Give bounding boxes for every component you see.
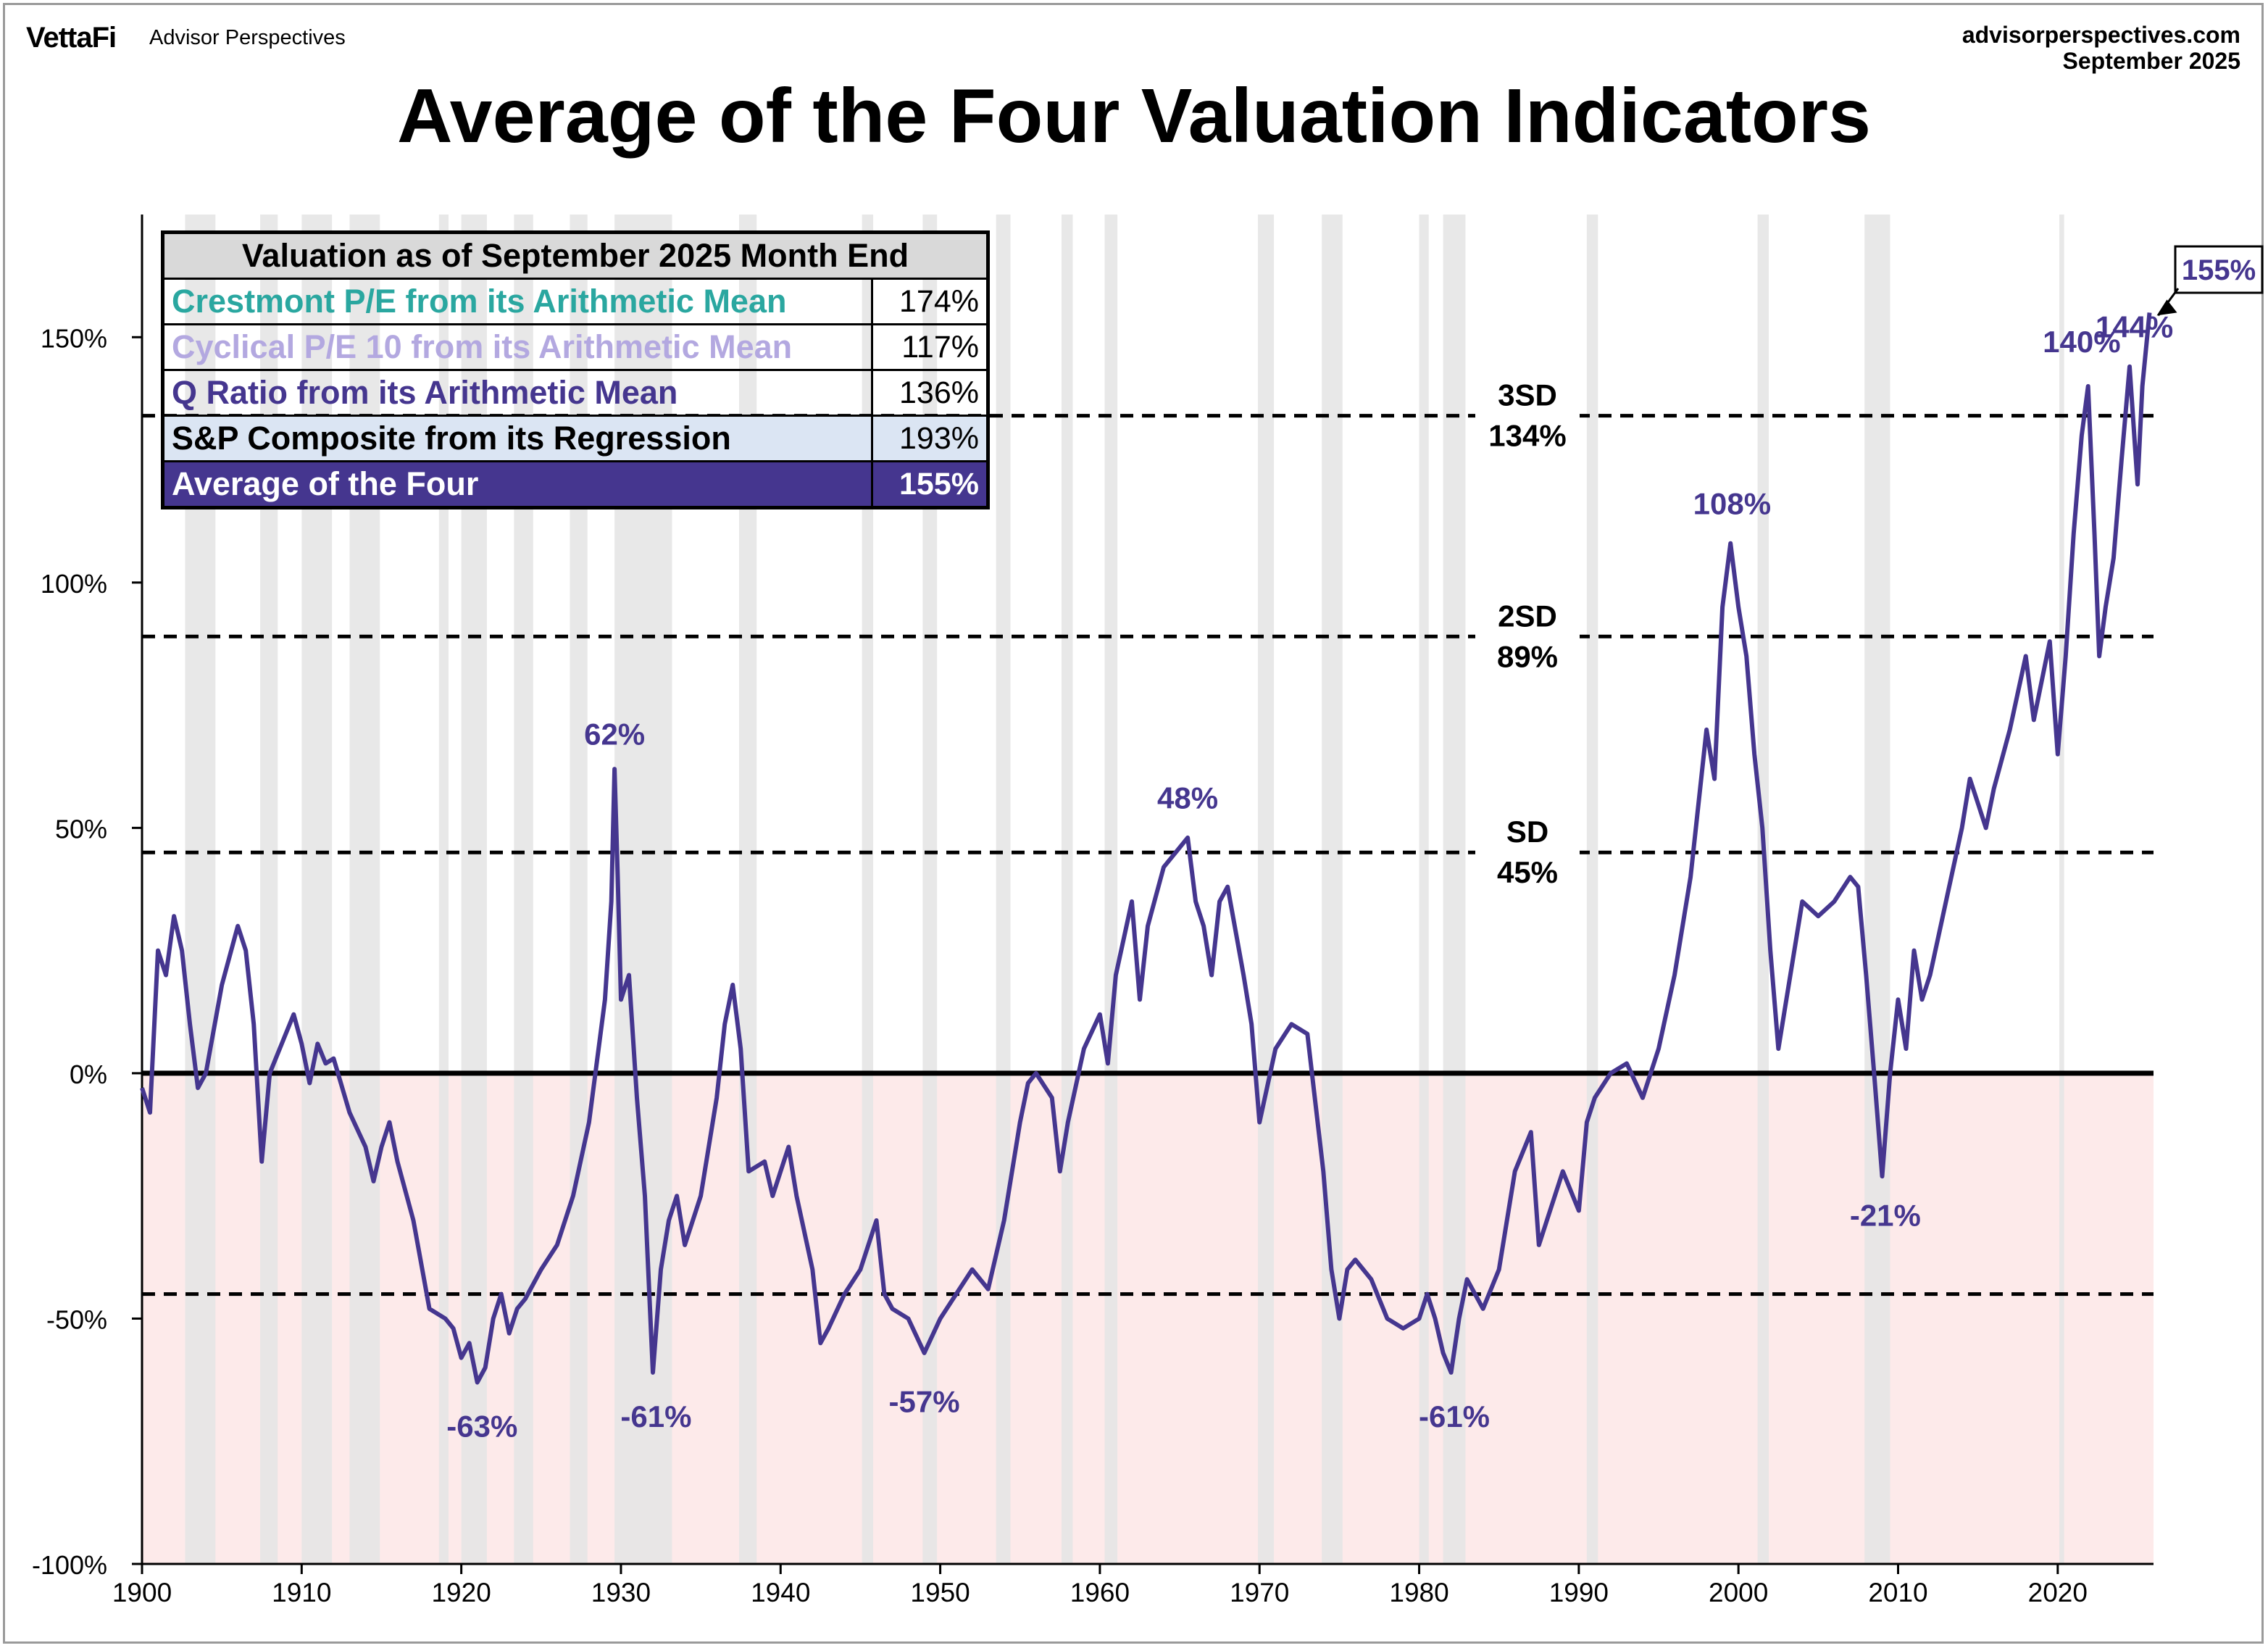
legend-row-crestmont: Crestmont P/E from its Arithmetic Mean 1… (162, 278, 989, 325)
recession-band (438, 215, 449, 1564)
latest-value-callout: 155% (2182, 254, 2256, 286)
legend-row-sp-composite: S&P Composite from its Regression 193% (162, 415, 989, 462)
sd-label-background (1475, 373, 1580, 458)
recession-band (1757, 215, 1769, 1564)
average-valuation-line (140, 312, 2152, 1385)
peak-trough-label: -61% (620, 1399, 691, 1433)
x-tick-label: 2010 (1868, 1578, 1927, 1607)
peak-trough-label: 48% (1157, 781, 1218, 815)
legend-value: 174% (871, 278, 989, 325)
x-tick-label: 2020 (2028, 1578, 2088, 1607)
latest-value-callout-box (2174, 245, 2264, 294)
sd-value-label: 89% (1497, 639, 1558, 673)
peak-trough-label: 140% (2043, 325, 2120, 359)
peak-trough-label: 108% (1693, 486, 1771, 520)
peak-trough-label: 62% (584, 717, 645, 752)
recession-band (2059, 215, 2064, 1564)
legend-value: 136% (871, 369, 989, 417)
peak-trough-label: -57% (889, 1385, 960, 1419)
peak-trough-label: -63% (446, 1409, 517, 1443)
x-tick-label: 1930 (591, 1578, 651, 1607)
brand-logo: VettaFi (26, 22, 117, 54)
x-tick-label: 1950 (910, 1578, 970, 1607)
legend-row-cyclical-pe: Cyclical P/E 10 from its Arithmetic Mean… (162, 323, 989, 371)
y-tick-label: 100% (41, 569, 107, 599)
peak-trough-label: 144% (2096, 310, 2173, 344)
sd-label: SD (1506, 815, 1548, 849)
y-tick-label: -100% (32, 1550, 107, 1580)
y-tick-label: -50% (46, 1304, 107, 1334)
y-tick-label: 150% (41, 323, 107, 353)
legend-label: Cyclical P/E 10 from its Arithmetic Mean (162, 323, 873, 371)
legend-value: 193% (871, 415, 989, 462)
x-tick-label: 1970 (1230, 1578, 1289, 1607)
source-date: September 2025 (2062, 48, 2240, 74)
source-info: advisorperspectives.com September 2025 (1962, 22, 2240, 74)
x-tick-label: 1990 (1549, 1578, 1609, 1607)
legend-value: 155% (871, 460, 989, 509)
brand-subtitle: Advisor Perspectives (149, 26, 346, 49)
legend-row-average: Average of the Four 155% (162, 460, 989, 509)
recession-band (1322, 215, 1343, 1564)
sd-label: 2SD (1498, 599, 1557, 633)
recession-band (1104, 215, 1118, 1564)
peak-trough-label: -61% (1419, 1399, 1490, 1433)
sd-value-label: 134% (1488, 419, 1566, 453)
y-tick-label: 0% (70, 1060, 107, 1089)
x-tick-label: 1940 (751, 1578, 810, 1607)
legend-value: 117% (871, 323, 989, 371)
recession-band (1419, 215, 1429, 1564)
peak-trough-label: -21% (1850, 1198, 1921, 1232)
callout-arrow-head (2156, 299, 2177, 316)
sd-label-background (1475, 810, 1580, 895)
legend-label: Q Ratio from its Arithmetic Mean (162, 369, 873, 417)
recession-band (1586, 215, 1598, 1564)
x-tick-label: 1920 (431, 1578, 491, 1607)
recession-band (1258, 215, 1275, 1564)
y-tick-label: 50% (55, 814, 107, 844)
chart-frame (3, 3, 2264, 1644)
legend-label: Average of the Four (162, 460, 873, 509)
legend-row-q-ratio: Q Ratio from its Arithmetic Mean 136% (162, 369, 989, 417)
x-tick-label: 2000 (1709, 1578, 1768, 1607)
recession-band (996, 215, 1011, 1564)
recession-band (1062, 215, 1073, 1564)
chart-title: Average of the Four Valuation Indicators (397, 73, 1871, 159)
recession-band (1864, 215, 1890, 1564)
x-tick-label: 1960 (1070, 1578, 1130, 1607)
legend-label: S&P Composite from its Regression (162, 415, 873, 462)
valuation-legend: Valuation as of September 2025 Month End… (161, 230, 990, 509)
sd-value-label: 45% (1497, 855, 1558, 889)
x-tick-label: 1980 (1389, 1578, 1448, 1607)
recession-band (862, 215, 874, 1564)
recession-band (922, 215, 938, 1564)
x-tick-label: 1910 (272, 1578, 331, 1607)
sd-label-background (1475, 594, 1580, 679)
legend-header: Valuation as of September 2025 Month End (162, 231, 989, 280)
x-tick-label: 1900 (112, 1578, 172, 1607)
source-site: advisorperspectives.com (1961, 22, 2240, 48)
legend-label: Crestmont P/E from its Arithmetic Mean (162, 278, 873, 325)
sd-label: 3SD (1498, 378, 1557, 412)
